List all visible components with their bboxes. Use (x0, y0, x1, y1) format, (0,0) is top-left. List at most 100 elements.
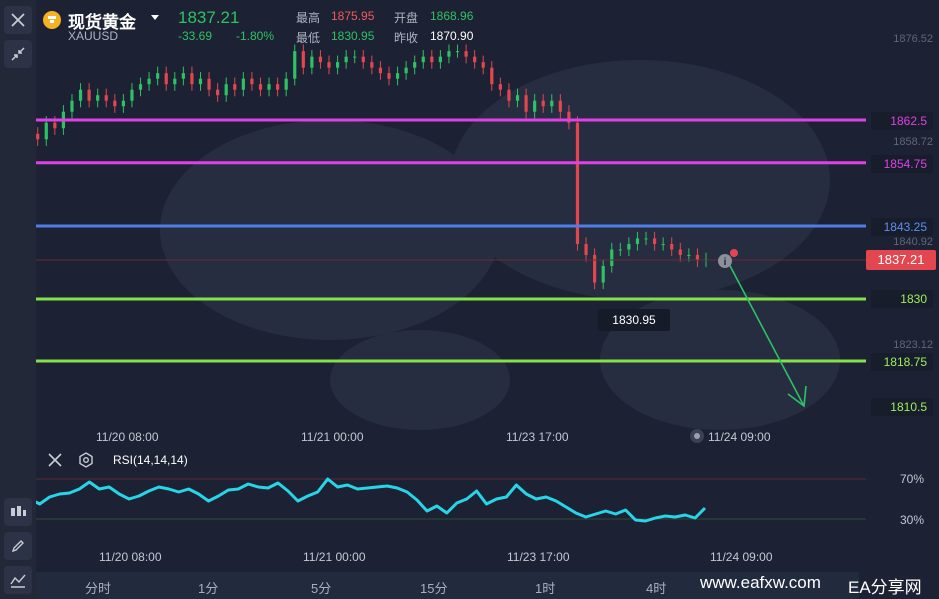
candle-body (113, 100, 117, 107)
candle-body (455, 51, 460, 53)
candle-body (464, 51, 468, 57)
time-label: 11/21 00:00 (301, 430, 364, 444)
trend-tool-button[interactable] (4, 566, 32, 594)
candle-body (413, 62, 417, 68)
pencil-icon (11, 540, 24, 553)
price-change: -33.69 (178, 29, 213, 43)
draw-tool-button[interactable] (4, 532, 32, 560)
prev-close-label: 昨收 (394, 31, 419, 45)
candles-group (10, 44, 708, 290)
level-tag: 1854.75 (871, 155, 933, 173)
candle-body (147, 78, 151, 85)
candle-body (670, 243, 674, 250)
last-price: 1837.21 (178, 8, 240, 27)
candle-body (524, 95, 528, 112)
prev-close-value: 1870.90 (430, 29, 474, 43)
candle-body (515, 95, 520, 101)
candle-body (207, 78, 211, 90)
axis-label: 1823.12 (893, 339, 933, 351)
gold-coin-icon (43, 11, 61, 29)
candle-body (258, 84, 263, 90)
target-tag: 1810.5 (871, 398, 933, 416)
high-label: 最高 (296, 11, 321, 25)
open-value: 1868.96 (430, 9, 474, 23)
candle-body (87, 89, 91, 101)
settings-icon[interactable] (78, 452, 94, 468)
candle-body (481, 62, 485, 68)
candle-body (541, 100, 545, 107)
open-label: 开盘 (394, 11, 419, 25)
candle-body (575, 122, 580, 244)
candle-body (498, 84, 502, 90)
close-indicator-icon[interactable] (48, 453, 62, 467)
tab-1min[interactable]: 1分 (198, 581, 219, 596)
candle-body (241, 78, 245, 90)
candle-body (370, 62, 374, 68)
candle-body (584, 243, 588, 255)
low-value: 1830.95 (331, 29, 375, 43)
candle-body (344, 56, 348, 63)
alert-dot (730, 249, 738, 257)
candle-body (421, 56, 425, 63)
level-tag: 1818.75 (871, 353, 933, 371)
candle-body (652, 238, 657, 244)
candle-body (601, 265, 605, 283)
candle-body (327, 62, 331, 68)
candle-body (661, 243, 665, 245)
close-chart-button[interactable] (4, 6, 32, 34)
candle-tool-icon (11, 506, 26, 516)
svg-text:i: i (724, 257, 727, 268)
high-value: 1875.95 (331, 9, 375, 23)
info-marker-icon[interactable] (718, 254, 732, 268)
rsi-time-label: 11/21 00:00 (303, 550, 366, 564)
candle-body (567, 111, 571, 123)
candle-body (430, 56, 434, 63)
tab-timeshare[interactable]: 分时 (85, 581, 112, 596)
candle-body (284, 78, 288, 90)
indicator-tool-button[interactable] (4, 498, 32, 526)
low-marker-label: 1830.95 (612, 313, 656, 327)
candle-body (378, 67, 383, 74)
candle-body (138, 84, 143, 90)
rsi-title: RSI(14,14,14) (113, 453, 188, 467)
candle-body (190, 73, 194, 85)
rsi-time-label: 11/20 08:00 (99, 550, 162, 564)
instrument-title[interactable]: 现货黄金 (68, 13, 136, 32)
collapse-button[interactable] (4, 40, 32, 68)
candle-body (593, 254, 597, 283)
level-tag: 1843.25 (871, 218, 933, 236)
chevron-down-icon[interactable] (150, 14, 160, 22)
shrink-icon (11, 47, 25, 61)
candle-body (276, 84, 280, 90)
instrument-code: XAUUSD (68, 29, 119, 43)
candle-body (164, 73, 168, 85)
candle-body (635, 238, 640, 244)
candle-body (121, 100, 125, 107)
candle-body (687, 254, 691, 256)
candle-body (550, 100, 554, 107)
tab-4hour[interactable]: 4时 (646, 581, 667, 596)
candle-body (490, 67, 494, 85)
rsi-time-label: 11/23 17:00 (507, 550, 570, 564)
tab-1hour[interactable]: 1时 (535, 581, 556, 596)
horizontal-levels (0, 118, 866, 363)
candle-body (198, 78, 203, 85)
time-label: 11/23 17:00 (506, 430, 569, 444)
axis-label: 1840.92 (893, 236, 933, 248)
candle-body (53, 122, 57, 129)
tab-15min[interactable]: 15分 (420, 581, 448, 596)
candle-body (507, 89, 511, 101)
candle-body (78, 89, 83, 101)
candle-body (678, 249, 682, 255)
candle-body (404, 67, 408, 74)
rsi-30-label: 30% (900, 513, 925, 527)
tab-5min[interactable]: 5分 (311, 581, 332, 596)
low-label: 最低 (296, 31, 321, 45)
candle-body (318, 56, 323, 63)
level-tag: 1830 (871, 290, 933, 308)
world-map-backdrop (160, 60, 840, 430)
candle-body (44, 122, 48, 140)
rsi-70-label: 70% (900, 472, 925, 486)
